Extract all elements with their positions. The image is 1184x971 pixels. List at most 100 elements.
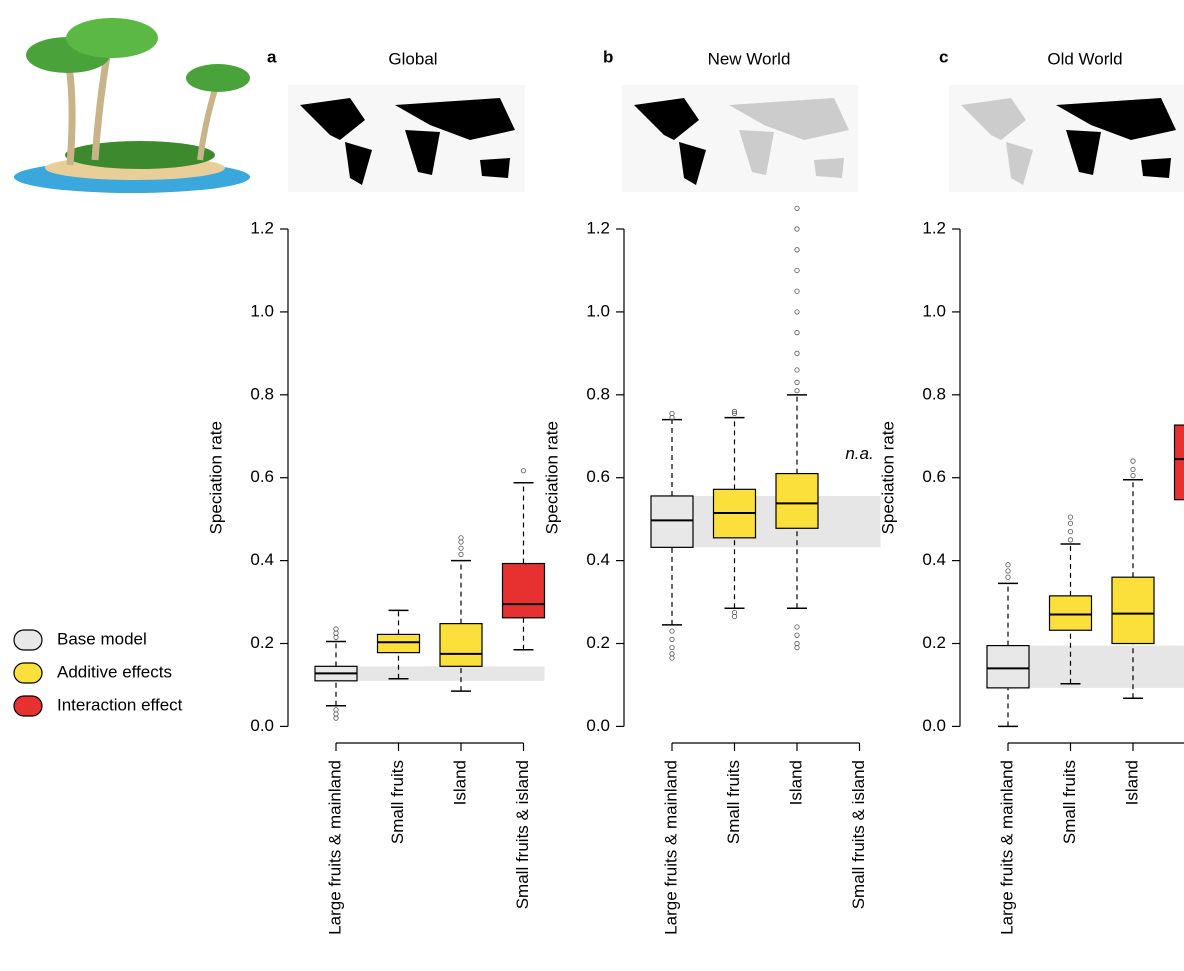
outlier — [1067, 537, 1074, 543]
outlier — [1067, 529, 1074, 535]
y-tick-label: 1.0 — [922, 301, 946, 320]
outlier — [520, 468, 527, 474]
outlier — [1005, 562, 1011, 568]
map-new-world — [622, 85, 858, 192]
x-tick-label: Island — [1122, 760, 1141, 805]
y-tick-label: 0.0 — [250, 716, 274, 735]
panel-title: Old World — [1047, 49, 1122, 68]
x-tick-label: Large fruits & mainland — [325, 760, 344, 935]
outlier — [1130, 473, 1136, 479]
y-tick-label: 0.6 — [586, 467, 610, 486]
outlier — [794, 632, 800, 638]
x-tick-label: Island — [450, 760, 469, 805]
outlier — [794, 309, 800, 315]
y-tick-label: 0.2 — [250, 633, 274, 652]
y-axis-label: Speciation rate — [206, 421, 225, 534]
outlier — [333, 715, 339, 721]
annotation: n.a. — [845, 444, 873, 463]
y-tick-label: 0.0 — [586, 716, 610, 735]
outlier — [794, 288, 800, 294]
outlier — [794, 205, 800, 211]
base-band — [336, 666, 545, 681]
outlier — [731, 613, 738, 620]
outlier — [1130, 466, 1136, 473]
outlier — [333, 707, 339, 713]
x-tick-label: Small fruits — [388, 760, 407, 844]
outlier — [458, 535, 464, 541]
y-tick-label: 0.4 — [922, 550, 946, 569]
y-tick-label: 0.2 — [922, 633, 946, 652]
y-tick-label: 0.6 — [922, 467, 946, 486]
outlier — [333, 634, 339, 640]
x-tick-label: Island — [786, 760, 805, 805]
outlier — [669, 636, 675, 642]
outlier — [1067, 514, 1074, 520]
box — [439, 623, 483, 667]
outlier — [794, 367, 800, 373]
outlier — [669, 628, 675, 634]
panel-title: New World — [708, 49, 791, 68]
box — [986, 644, 1030, 689]
y-tick-label: 0.0 — [922, 716, 946, 735]
outlier — [669, 410, 675, 417]
y-tick-label: 0.8 — [250, 384, 274, 403]
y-tick-label: 1.0 — [250, 301, 274, 320]
outlier — [333, 711, 339, 717]
y-tick-label: 0.4 — [586, 550, 610, 569]
y-tick-label: 0.4 — [250, 550, 274, 569]
box — [650, 495, 694, 548]
outlier — [794, 226, 800, 232]
x-tick-label: Large fruits & mainland — [661, 760, 680, 935]
box — [1173, 424, 1184, 501]
x-tick-label: Small fruits & island — [513, 760, 532, 909]
box — [775, 472, 819, 529]
outlier — [794, 388, 800, 394]
legend-swatch — [13, 629, 43, 651]
outlier — [333, 630, 339, 636]
outlier — [731, 609, 738, 616]
outlier — [669, 645, 675, 651]
x-tick-label: Small fruits — [1060, 760, 1079, 844]
x-tick-label: Large fruits & mainland — [997, 760, 1016, 935]
outlier — [458, 551, 464, 558]
panel-letter: b — [603, 47, 613, 66]
y-tick-label: 0.8 — [586, 384, 610, 403]
panel-letter: a — [267, 47, 277, 66]
outlier — [458, 539, 464, 545]
box — [376, 633, 421, 654]
legend-label: Additive effects — [57, 662, 172, 681]
outlier — [333, 626, 339, 632]
map-global — [288, 85, 525, 192]
x-tick-label: Small fruits & island — [849, 760, 868, 909]
outlier — [1130, 458, 1136, 464]
island-illustration — [5, 8, 262, 195]
outlier — [731, 410, 738, 417]
x-tick-label: Small fruits — [724, 760, 743, 844]
y-tick-label: 1.2 — [250, 218, 274, 237]
box — [1111, 576, 1155, 645]
box — [1048, 595, 1093, 631]
y-axis-label: Speciation rate — [542, 421, 561, 534]
outlier — [794, 624, 800, 630]
box — [501, 562, 546, 619]
y-tick-label: 1.2 — [586, 218, 610, 237]
y-tick-label: 1.2 — [922, 218, 946, 237]
legend-swatch — [13, 662, 43, 684]
y-tick-label: 0.8 — [922, 384, 946, 403]
y-axis-label: Speciation rate — [878, 421, 897, 534]
y-tick-label: 0.2 — [586, 633, 610, 652]
legend-label: Base model — [57, 629, 147, 648]
outlier — [731, 408, 738, 414]
outlier — [794, 267, 800, 274]
outlier — [794, 247, 800, 253]
map-old-world — [949, 85, 1184, 192]
outlier — [794, 645, 800, 651]
legend-label: Interaction effect — [57, 695, 183, 714]
legend-swatch — [13, 695, 43, 717]
base-band — [1008, 645, 1184, 688]
outlier — [458, 545, 464, 551]
panel-title: Global — [388, 49, 437, 68]
y-tick-label: 0.6 — [250, 467, 274, 486]
outlier — [794, 640, 800, 647]
